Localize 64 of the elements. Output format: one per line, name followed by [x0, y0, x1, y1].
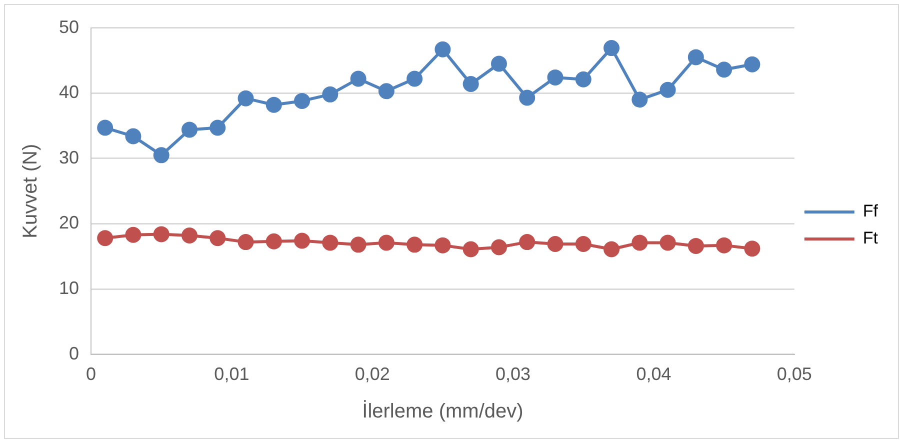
point	[322, 86, 338, 102]
point	[575, 236, 592, 252]
point	[125, 128, 142, 144]
point	[490, 56, 507, 72]
point	[744, 56, 760, 72]
point	[322, 234, 338, 251]
point	[490, 239, 507, 256]
point	[716, 62, 732, 78]
point	[547, 69, 564, 86]
point	[462, 241, 479, 258]
legend-label: Ft	[862, 228, 878, 248]
x-tick-label: 0,03	[496, 364, 531, 384]
point	[519, 234, 536, 250]
point	[153, 147, 170, 164]
legend-label: Ff	[862, 202, 878, 221]
point	[434, 41, 451, 58]
point	[266, 233, 282, 250]
point	[660, 234, 676, 251]
point	[350, 236, 366, 253]
x-tick-label: 0	[86, 364, 96, 384]
point	[406, 236, 423, 253]
point	[519, 90, 536, 106]
x-tick-label: 0,02	[354, 364, 390, 384]
point	[294, 232, 310, 249]
point	[125, 226, 142, 243]
point	[210, 230, 226, 246]
y-axis-title: Kuvvet (N)	[20, 144, 42, 238]
point	[350, 70, 366, 87]
point	[688, 238, 704, 254]
y-tick-label: 30	[58, 147, 80, 168]
point	[632, 92, 648, 108]
point	[434, 237, 451, 254]
y-tick-label: 10	[58, 278, 80, 298]
x-axis-title: İlerleme (mm/dev)	[362, 400, 524, 423]
x-tick-label: 0,04	[636, 364, 672, 384]
point	[744, 240, 760, 257]
point	[97, 120, 114, 136]
y-tick-label: 40	[58, 82, 80, 102]
y-tick-label: 20	[58, 212, 80, 233]
point	[688, 49, 704, 66]
y-tick-label: 0	[69, 343, 80, 364]
x-tick-label: 0,01	[214, 364, 250, 384]
point	[575, 71, 592, 88]
point	[462, 76, 479, 92]
point	[210, 120, 226, 136]
point	[181, 228, 198, 244]
point	[378, 83, 394, 100]
point	[153, 226, 170, 242]
point	[294, 92, 310, 109]
x-tick-label: 0,05	[776, 364, 812, 384]
point	[660, 82, 676, 98]
point	[406, 70, 423, 87]
point	[238, 90, 254, 106]
y-tick-label: 50	[58, 16, 80, 37]
point	[604, 241, 620, 258]
point	[97, 230, 114, 246]
point	[632, 234, 648, 251]
point	[547, 236, 564, 252]
point	[378, 234, 394, 251]
point	[716, 237, 732, 254]
point	[604, 40, 620, 56]
point	[181, 122, 198, 138]
point	[238, 234, 254, 250]
point	[266, 96, 282, 113]
